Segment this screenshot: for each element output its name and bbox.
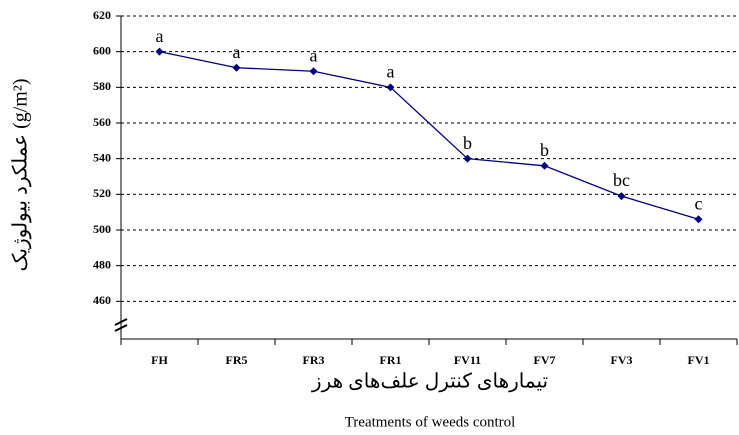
annotation: a — [233, 42, 241, 62]
y-tick-label: 540 — [93, 150, 111, 164]
x-tick-label: FV7 — [534, 353, 556, 367]
x-tick-label: FV1 — [688, 353, 710, 367]
marker — [463, 154, 472, 163]
annotation: c — [695, 193, 703, 213]
marker — [309, 67, 318, 76]
x-axis-title: تیمارهای کنترل علف‌های هرز — [311, 371, 548, 393]
y-tick-label: 560 — [93, 115, 111, 129]
y-tick-label: 480 — [93, 257, 111, 271]
x-tick-label: FV11 — [454, 353, 481, 367]
annotation: a — [156, 26, 164, 46]
x-axis-subtitle: Treatments of weeds control — [345, 414, 516, 430]
annotation: b — [540, 140, 549, 160]
marker — [540, 161, 549, 170]
y-tick-label: 520 — [93, 186, 111, 200]
marker — [617, 192, 626, 201]
x-tick-label: FV3 — [611, 353, 633, 367]
marker — [232, 63, 241, 72]
y-tick-label: 620 — [93, 8, 111, 22]
annotation: bc — [613, 170, 630, 190]
marker — [155, 47, 164, 56]
x-tick-label: FR5 — [226, 353, 248, 367]
y-axis-title: عملکرد بیولوژیک (g/m²) — [10, 78, 32, 271]
x-tick-label: FH — [151, 353, 168, 367]
marker — [694, 215, 703, 224]
marker — [386, 83, 395, 92]
axis-break — [114, 318, 128, 332]
x-tick-label: FR1 — [380, 353, 402, 367]
y-tick-label: 600 — [93, 43, 111, 57]
annotation: a — [387, 61, 395, 81]
y-tick-label: 460 — [93, 293, 111, 307]
x-tick-label: FR3 — [303, 353, 325, 367]
line — [159, 51, 699, 220]
annotation: b — [463, 133, 472, 153]
y-tick-label: 580 — [93, 79, 111, 93]
y-tick-label: 500 — [93, 222, 111, 236]
annotation: a — [310, 45, 318, 65]
